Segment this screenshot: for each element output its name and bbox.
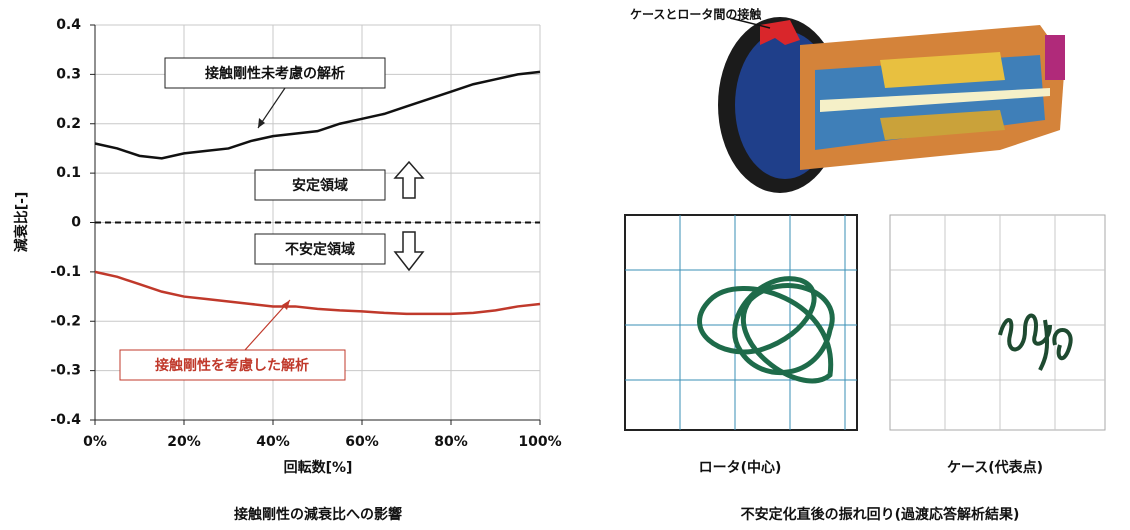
- figure-caption: 不安定化直後の振れ回り(過渡応答解析結果): [741, 506, 1020, 523]
- x-tick-label: 60%: [345, 434, 379, 450]
- annotation-box: [254, 233, 386, 265]
- y-axis-label: 減衰比[-]: [13, 192, 30, 253]
- series-line: [94, 270, 541, 316]
- y-tick-label: -0.4: [50, 412, 81, 428]
- x-tick-label: 80%: [434, 434, 468, 450]
- callout: 接触剛性を考慮した解析: [155, 357, 309, 374]
- callout-arrow: [244, 299, 291, 351]
- y-tick-label: 0.1: [56, 165, 81, 181]
- contact-label: ケースとロータ間の接触: [630, 7, 761, 22]
- annotation: 不安定領域: [285, 241, 355, 258]
- case-orbit-panel: [889, 214, 1106, 431]
- y-tick-label: 0: [71, 215, 81, 231]
- caption: 接触剛性の減衰比への影響: [234, 506, 402, 523]
- annotation: 安定領域: [292, 177, 348, 194]
- y-tick-label: -0.1: [50, 264, 81, 280]
- x-tick-label: 40%: [256, 434, 290, 450]
- x-tick-label: 20%: [167, 434, 201, 450]
- rotor-label: ロータ(中心): [699, 459, 782, 476]
- arrow-head: [258, 118, 265, 128]
- x-axis-label: 回転数[%]: [284, 459, 353, 476]
- case-label: ケース(代表点): [947, 459, 1043, 476]
- up-arrow: [393, 160, 425, 199]
- y-tick-label: -0.3: [50, 363, 81, 379]
- y-tick-label: -0.2: [50, 313, 81, 329]
- down-arrow: [393, 231, 425, 272]
- annotation-box: [254, 169, 386, 201]
- y-tick-label: 0.4: [56, 17, 81, 33]
- callout-box: [164, 57, 386, 89]
- y-tick-label: 0.3: [56, 66, 81, 82]
- rotor-orbit-panel: [624, 214, 858, 431]
- arrow-head: [282, 300, 290, 310]
- x-tick-label: 0%: [83, 434, 107, 450]
- series-line: [94, 70, 541, 160]
- callout-box: [119, 349, 346, 381]
- x-tick-label: 100%: [518, 434, 561, 450]
- callout: 接触剛性未考慮の解析: [205, 65, 345, 82]
- engine-illustration: ケースとロータ間の接触: [630, 7, 1065, 193]
- y-tick-label: 0.2: [56, 116, 81, 132]
